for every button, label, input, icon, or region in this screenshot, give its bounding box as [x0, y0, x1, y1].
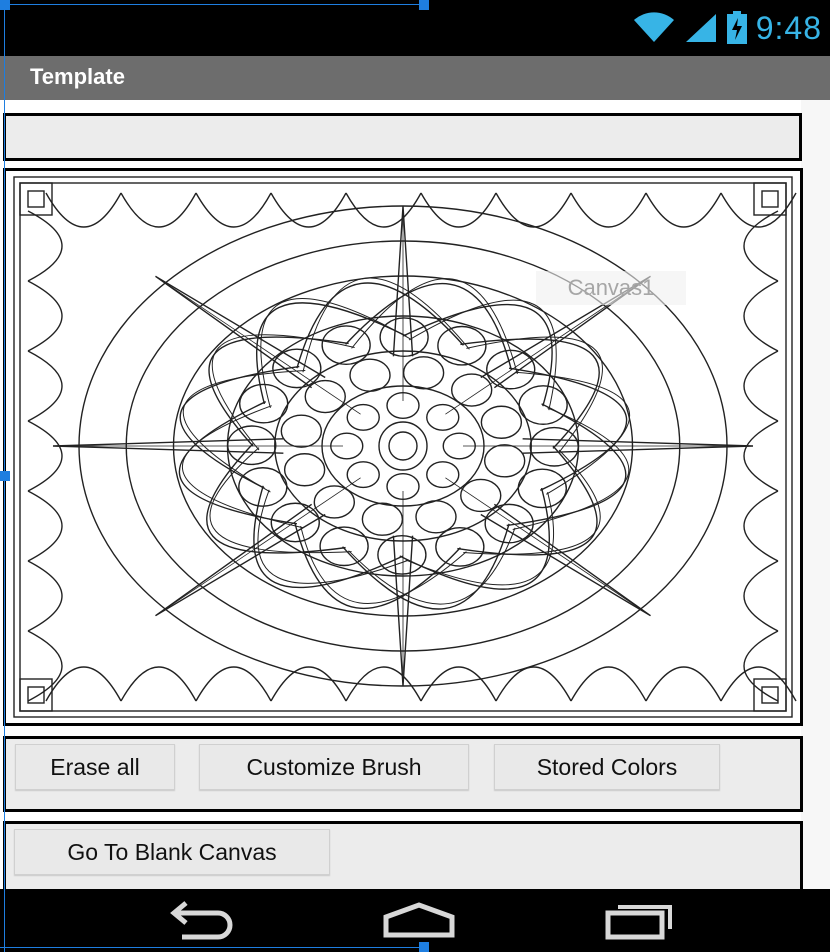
back-icon[interactable] [162, 901, 238, 941]
selection-handle-top-left[interactable] [0, 0, 10, 10]
action-bar: Template [0, 56, 830, 100]
screen-title: Template [30, 64, 125, 89]
recent-apps-icon[interactable] [604, 901, 678, 941]
status-bar: 9:48 [0, 0, 830, 56]
battery-charging-icon [726, 11, 747, 44]
canvas-component-label: Canvas1 [536, 271, 686, 305]
wifi-icon [633, 12, 674, 42]
status-icons: 9:48 [632, 8, 822, 48]
home-icon[interactable] [380, 901, 458, 941]
button-arrangement-1: Erase all Customize Brush Stored Colors [3, 736, 803, 812]
navigation-bar [0, 889, 830, 952]
erase-all-button[interactable]: Erase all [15, 744, 175, 790]
go-to-blank-canvas-button[interactable]: Go To Blank Canvas [14, 829, 330, 875]
selection-handle-bottom-middle[interactable] [419, 942, 429, 952]
selection-edge-top [0, 4, 424, 5]
clock: 9:48 [755, 9, 822, 46]
selection-handle-middle-left[interactable] [0, 471, 10, 481]
signal-icon [685, 14, 716, 42]
top-arrangement [3, 113, 802, 161]
right-gutter [801, 100, 830, 890]
button-arrangement-2: Go To Blank Canvas [3, 821, 803, 897]
customize-brush-button[interactable]: Customize Brush [199, 744, 469, 790]
mandala-drawing [13, 176, 797, 718]
stored-colors-button[interactable]: Stored Colors [494, 744, 720, 790]
selection-edge-bottom [0, 947, 424, 948]
selection-handle-top-middle[interactable] [419, 0, 429, 10]
canvas1[interactable]: Canvas1 [3, 168, 803, 726]
